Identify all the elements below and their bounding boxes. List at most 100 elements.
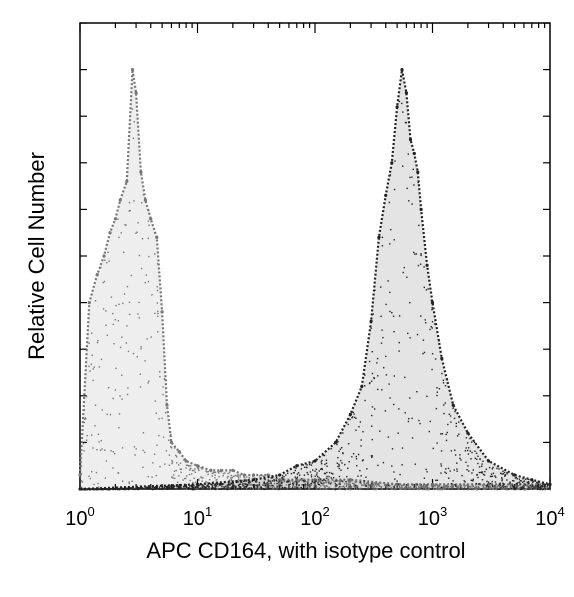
series-1-stipple (371, 425, 373, 427)
series-0-stipple (497, 487, 499, 490)
series-0-stipple (126, 285, 129, 288)
series-0-stipple (121, 336, 123, 338)
series-0-point-12 (149, 217, 153, 221)
series-1-stipple (230, 487, 232, 489)
series-1-stipple (402, 165, 404, 167)
series-1-stipple (226, 484, 228, 486)
series-0-stipple (159, 371, 161, 373)
series-0-stipple (457, 488, 460, 490)
series-1-stipple (438, 340, 440, 342)
series-1-stipple (214, 488, 217, 491)
series-1-stipple (469, 450, 471, 452)
series-0-stipple (420, 486, 423, 488)
series-1-stipple (510, 487, 512, 489)
series-1-stipple (372, 313, 374, 315)
series-1-stipple (536, 485, 539, 487)
series-0-stipple (415, 485, 417, 488)
series-0-stipple (129, 209, 131, 212)
series-1-stipple (408, 418, 410, 420)
series-0-stipple (104, 259, 106, 261)
series-1-stipple (527, 481, 530, 483)
series-1-stipple (193, 484, 195, 487)
series-0-stipple (434, 484, 437, 487)
series-1-stipple (262, 484, 264, 486)
series-0-stipple (533, 488, 536, 491)
series-0-stipple (118, 236, 120, 239)
series-1-stipple (423, 477, 426, 479)
series-0-stipple (457, 486, 460, 489)
series-1-stipple (276, 486, 278, 488)
series-0-stipple (293, 481, 295, 484)
series-1-stipple (268, 488, 271, 490)
series-1-stipple (339, 448, 342, 450)
series-1-stipple (497, 488, 499, 490)
series-0-stipple (136, 231, 138, 233)
series-1-stipple (486, 480, 488, 483)
series-1-stipple (120, 487, 122, 490)
series-1-stipple (345, 481, 347, 483)
series-1-stipple (520, 480, 522, 482)
series-1-stipple (514, 488, 516, 491)
series-0-stipple (206, 471, 208, 473)
series-1-stipple (512, 474, 514, 477)
series-0-stipple (505, 486, 507, 488)
series-0-stipple (416, 488, 418, 490)
series-0-stipple (424, 487, 426, 490)
series-0-stipple (117, 472, 119, 474)
series-1-stipple (246, 485, 248, 487)
series-0-stipple (273, 483, 276, 485)
series-0-stipple (319, 485, 322, 487)
x-tick-label-1: 101 (183, 504, 212, 530)
series-0-stipple (472, 487, 474, 489)
series-1-stipple (406, 187, 408, 190)
series-1-stipple (255, 480, 257, 482)
series-0-stipple (430, 485, 433, 487)
series-1-stipple (536, 481, 538, 484)
series-0-stipple (250, 484, 252, 486)
series-1-stipple (444, 402, 446, 404)
series-1-stipple (389, 310, 391, 313)
series-1-stipple (296, 476, 299, 478)
series-0-stipple (529, 486, 531, 488)
series-0-stipple (93, 483, 95, 486)
series-0-stipple (530, 488, 532, 490)
series-0-stipple (170, 446, 172, 448)
series-1-stipple (544, 488, 546, 490)
series-1-stipple (377, 464, 379, 467)
series-1-stipple (454, 449, 456, 451)
series-1-stipple (501, 478, 503, 480)
series-1-stipple (239, 486, 242, 488)
series-1-stipple (204, 487, 206, 490)
series-1-stipple (269, 480, 272, 482)
series-1-stipple (140, 486, 142, 489)
series-0-stipple (154, 400, 156, 402)
series-0-stipple (396, 487, 398, 489)
series-1-stipple (467, 449, 469, 452)
series-0-stipple (105, 310, 107, 312)
series-1-stipple (252, 484, 254, 486)
series-0-stipple (394, 484, 396, 486)
series-1-stipple (91, 488, 93, 491)
series-0-stipple (171, 461, 174, 463)
series-1-stipple (347, 423, 349, 426)
series-0-stipple (422, 485, 425, 487)
series-1-stipple (295, 483, 297, 485)
series-1-stipple (320, 482, 323, 484)
series-0-stipple (218, 476, 220, 478)
series-0-stipple (127, 387, 129, 389)
series-1-stipple (383, 367, 385, 369)
series-1-stipple (359, 421, 362, 423)
series-0-stipple (505, 487, 507, 490)
series-0-stipple (498, 485, 500, 488)
series-0-stipple (294, 481, 296, 483)
series-0-stipple (315, 486, 318, 488)
series-1-stipple (420, 254, 422, 257)
series-0-stipple (436, 488, 438, 490)
series-0-stipple (222, 483, 224, 486)
series-1-stipple (431, 321, 434, 323)
series-0-stipple (142, 194, 145, 196)
series-0-stipple (99, 449, 102, 451)
series-0-stipple (81, 481, 84, 483)
series-1-stipple (325, 459, 328, 461)
series-1-stipple (476, 474, 478, 476)
